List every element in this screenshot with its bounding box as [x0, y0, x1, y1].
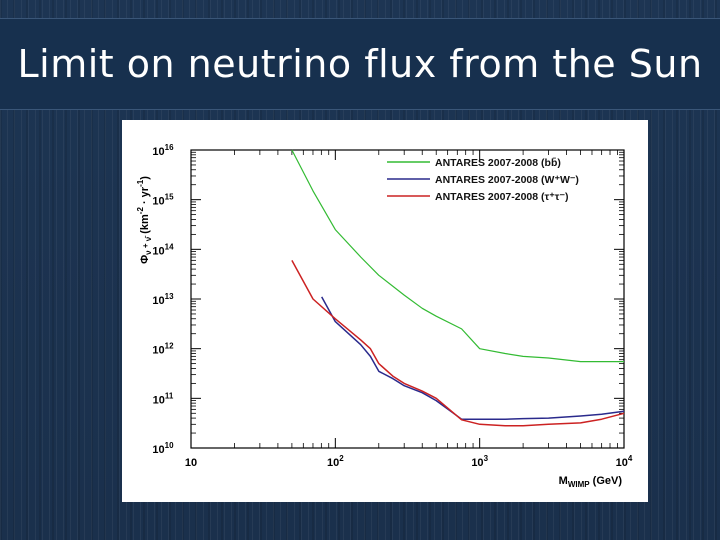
- y-axis-label: Φν + ν̄ (km-2 · yr-1): [136, 176, 153, 264]
- flux-limit-chart: 10 102 103 1041010101110121013101410151016 …: [136, 143, 633, 489]
- y-tick-label: 1015: [152, 193, 174, 208]
- slide-title-bar: Limit on neutrino flux from the Sun: [0, 18, 720, 110]
- y-tick-label: 1011: [153, 391, 174, 406]
- series-lines: [291, 149, 625, 427]
- axis-ticks: 10 102 103 104 1010 1011 1012 1013 1014 1015 1016: [152, 143, 632, 469]
- legend-entry-2: ANTARES 2007-2008 (τ⁺τ⁻): [435, 191, 568, 203]
- y-tick-label: 1013: [152, 292, 174, 307]
- slide-title: Limit on neutrino flux from the Sun: [17, 42, 703, 86]
- series-line-1: [321, 296, 625, 420]
- axis-labels: MWIMP (GeV) Φν + ν̄ (km-2 · yr-1): [136, 176, 622, 489]
- legend-entry-1: ANTARES 2007-2008 (W⁺W⁻): [435, 174, 579, 186]
- chart-figure: 10 102 103 104 1010 1011 1012 1013 1014 1015 1016 …: [122, 120, 648, 502]
- legend: ANTARES 2007-2008 (bb̄) ANTARES 2007-2008…: [387, 157, 579, 203]
- legend-entry-0: ANTARES 2007-2008 (bb̄): [435, 157, 561, 169]
- y-tick-label: 1014: [152, 242, 174, 257]
- y-tick-label: 1016: [152, 143, 174, 158]
- series-line-0: [291, 149, 624, 363]
- x-tick-label: 102: [327, 454, 344, 469]
- x-tick-label: 103: [471, 454, 488, 469]
- series-line-2: [291, 260, 625, 427]
- y-tick-label: 1010: [152, 441, 174, 456]
- x-tick-label: 104: [616, 454, 633, 469]
- y-tick-label: 1012: [152, 342, 174, 357]
- x-tick-label: 10: [185, 457, 197, 469]
- x-axis-label: MWIMP (GeV): [559, 475, 623, 489]
